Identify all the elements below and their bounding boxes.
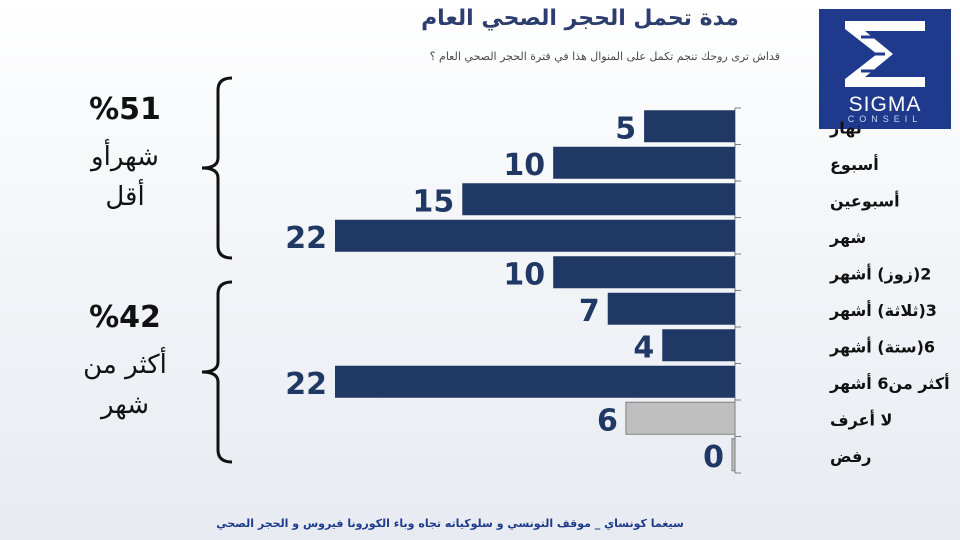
group-1-percent: %51: [89, 92, 161, 127]
sigma-icon: [845, 21, 925, 87]
bar: [335, 365, 735, 398]
category-label: أسبوع: [830, 154, 879, 174]
bar-value-label: 7: [579, 294, 600, 329]
bar-value-label: 0: [703, 440, 724, 475]
category-label: أسبوعين: [830, 190, 900, 210]
category-label: لا أعرف: [830, 409, 892, 429]
bar: [607, 292, 735, 325]
category-label: 3(ثلاثة) أشهر: [829, 300, 937, 320]
bar: [662, 329, 735, 362]
footer-text: سيغما كونساي _ موقف التونسي و سلوكياته ت…: [216, 517, 684, 530]
bar: [553, 146, 735, 179]
logo-subword: CONSEIL: [847, 114, 923, 124]
category-label: 2(زوز) أشهر: [829, 263, 931, 283]
chart-subtitle: قداش ترى روحك تنجم تكمل على المنوال هذا …: [429, 50, 780, 63]
group-1-text-line2: أقل: [105, 182, 145, 212]
bar: [625, 401, 736, 435]
bar-value-label: 10: [503, 257, 545, 292]
sigma-logo: SIGMA CONSEIL: [819, 9, 951, 129]
bar: [335, 219, 735, 252]
bar: [644, 110, 735, 143]
bar: [462, 183, 735, 216]
group-2-percent: %42: [89, 300, 161, 335]
group-2-text-line1: أكثر من: [83, 350, 167, 380]
chart-title: مدة تحمل الحجر الصحي العام: [421, 6, 739, 31]
brace-group-1: [201, 76, 233, 260]
category-label: رفض: [830, 447, 872, 466]
bar-value-label: 10: [503, 148, 545, 183]
category-label: أكثر من6 أشهر: [829, 373, 950, 393]
category-label: نهار: [829, 118, 862, 137]
bar-value-label: 6: [597, 403, 618, 438]
bar-value-label: 22: [285, 221, 327, 256]
group-1-text-line1: شهرأو: [91, 142, 159, 172]
group-2-text-line2: شهر: [100, 390, 150, 420]
category-label: 6(ستة) أشهر: [829, 336, 935, 356]
bar-value-label: 15: [413, 184, 455, 219]
bar: [731, 438, 736, 472]
bar: [553, 256, 735, 289]
category-label: شهر: [829, 228, 866, 247]
logo-word: SIGMA: [848, 93, 922, 116]
brace-group-2: [201, 280, 233, 464]
bar-value-label: 22: [285, 367, 327, 402]
bar-value-label: 4: [633, 330, 654, 365]
bar-value-label: 5: [615, 111, 636, 146]
